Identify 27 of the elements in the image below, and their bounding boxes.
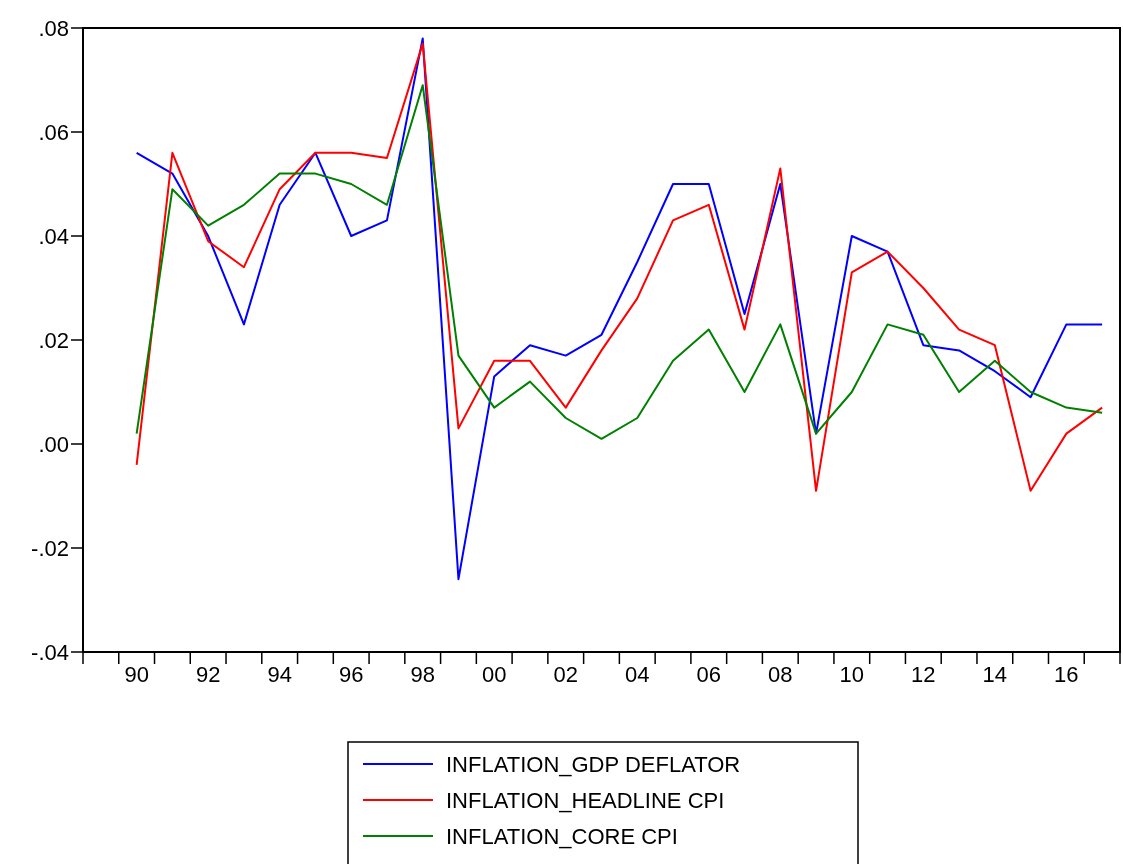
x-tick-label: 16 <box>1054 662 1079 687</box>
y-tick-label: .04 <box>38 223 69 249</box>
x-tick-label: 08 <box>768 662 793 687</box>
x-tick-label: 00 <box>481 662 507 687</box>
legend-label: INFLATION_CORE CPI <box>446 823 678 849</box>
x-tick-label: 02 <box>553 662 578 687</box>
x-tick-label: 06 <box>696 662 722 687</box>
legend-label: INFLATION_HEADLINE CPI <box>446 787 725 813</box>
x-tick-label: 94 <box>267 662 292 687</box>
x-tick-label: 10 <box>839 662 865 687</box>
x-tick-label: 92 <box>195 662 221 687</box>
y-tick-label: -.04 <box>31 639 69 665</box>
x-tick-label: 98 <box>410 662 435 687</box>
legend-label: INFLATION_GDP DEFLATOR <box>446 751 741 777</box>
line-series <box>135 37 1104 581</box>
y-tick-label: .00 <box>38 431 69 457</box>
x-tick-label: 90 <box>124 662 149 687</box>
x-tick-label: 04 <box>625 662 650 687</box>
x-tick-label: 14 <box>982 662 1008 687</box>
x-tick-label: 96 <box>338 662 364 687</box>
line-series <box>135 42 1104 492</box>
y-tick-label: .08 <box>38 15 69 41</box>
y-tick-label: .02 <box>38 327 69 353</box>
y-tick-label: .06 <box>38 119 69 145</box>
y-tick-label: -.02 <box>31 535 69 561</box>
line-series <box>135 84 1104 440</box>
x-tick-label: 12 <box>911 662 936 687</box>
